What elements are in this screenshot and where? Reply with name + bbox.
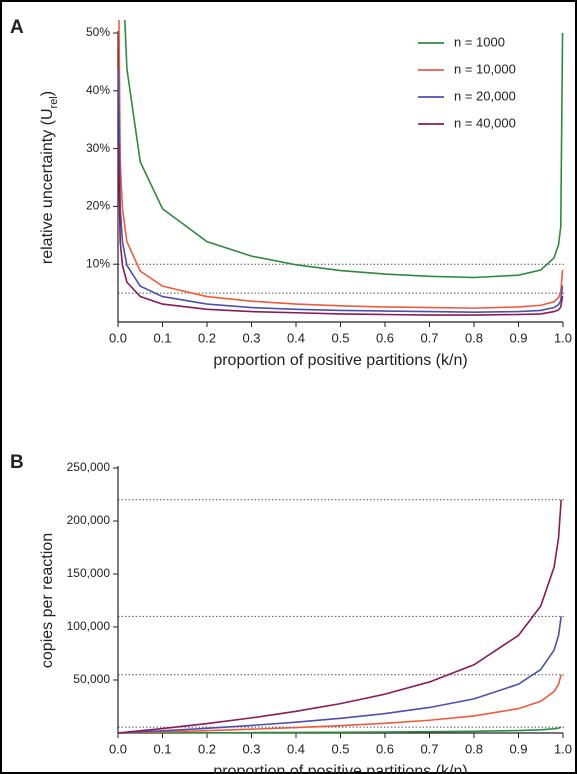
x-tick-label: 0.4 xyxy=(287,741,305,756)
x-axis-title: proportion of positive partitions (k/n) xyxy=(213,352,467,369)
x-tick-label: 0.7 xyxy=(420,741,438,756)
y-tick-label: 50% xyxy=(86,25,110,39)
x-tick-label: 0.7 xyxy=(420,330,438,345)
y-tick-label: 20% xyxy=(86,199,110,213)
x-tick-label: 0.3 xyxy=(242,330,260,345)
x-tick-label: 0.6 xyxy=(376,330,394,345)
series-line xyxy=(118,20,564,309)
series-line xyxy=(117,616,562,734)
y-axis-title-part: relative uncertainty (U xyxy=(39,108,56,264)
y-tick-label: 100,000 xyxy=(67,619,111,633)
series-line xyxy=(117,674,562,734)
x-tick-label: 0.0 xyxy=(109,330,127,345)
y-tick-label: 40% xyxy=(86,83,110,97)
legend-label: n = 10,000 xyxy=(454,61,516,76)
legend-label: n = 40,000 xyxy=(454,115,516,130)
x-tick-label: 0.9 xyxy=(509,741,527,756)
x-tick-label: 0.9 xyxy=(509,330,527,345)
y-axis-title-part: copies per reaction xyxy=(39,533,56,668)
series-line xyxy=(117,499,562,734)
plot-lines xyxy=(117,499,562,734)
x-tick-label: 1.0 xyxy=(554,741,572,756)
x-tick-label: 0.1 xyxy=(153,330,171,345)
y-axis-title: relative uncertainty (Urel) xyxy=(39,91,60,264)
y-tick-label: 50,000 xyxy=(73,672,110,686)
panel-label: A xyxy=(10,17,24,38)
y-axis-title-part: ) xyxy=(39,91,56,96)
x-tick-label: 0.2 xyxy=(198,330,216,345)
x-axis-title: proportion of positive partitions (k/n) xyxy=(213,763,467,774)
x-tick-label: 0.4 xyxy=(287,330,305,345)
y-tick-label: 30% xyxy=(86,141,110,155)
series-line xyxy=(117,142,564,316)
x-tick-label: 0.6 xyxy=(376,741,394,756)
x-tick-label: 0.1 xyxy=(153,741,171,756)
series-line xyxy=(117,726,562,734)
x-tick-label: 0.3 xyxy=(242,741,260,756)
x-tick-label: 0.2 xyxy=(198,741,216,756)
x-tick-label: 0.0 xyxy=(109,741,127,756)
series-line xyxy=(124,20,564,279)
legend-label: n = 1000 xyxy=(454,34,505,49)
y-tick-label: 10% xyxy=(86,256,110,270)
panel-label: B xyxy=(10,452,24,473)
y-axis-title-part: rel xyxy=(48,96,60,108)
x-tick-label: 1.0 xyxy=(554,330,572,345)
y-tick-label: 200,000 xyxy=(67,513,111,527)
y-tick-label: 250,000 xyxy=(67,460,111,474)
y-axis-title: copies per reaction xyxy=(39,533,56,668)
y-tick-label: 150,000 xyxy=(67,566,111,580)
series-line xyxy=(117,68,564,313)
x-tick-label: 0.5 xyxy=(331,330,349,345)
legend-label: n = 20,000 xyxy=(454,88,516,103)
plot-lines xyxy=(117,20,564,316)
x-tick-label: 0.8 xyxy=(465,741,483,756)
x-tick-label: 0.5 xyxy=(331,741,349,756)
x-tick-label: 0.8 xyxy=(465,330,483,345)
